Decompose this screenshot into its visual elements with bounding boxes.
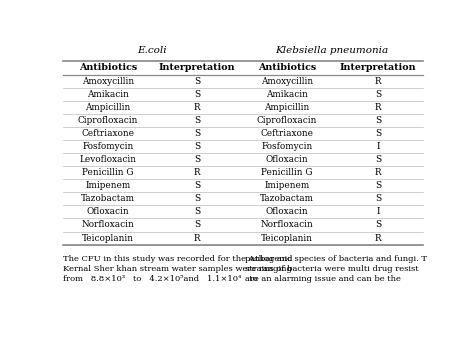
Text: Amikacin: Amikacin bbox=[87, 90, 129, 99]
Text: Imipenem: Imipenem bbox=[85, 181, 130, 190]
Text: Tazobactam: Tazobactam bbox=[81, 194, 135, 203]
Text: S: S bbox=[194, 77, 200, 86]
Text: Amoxycillin: Amoxycillin bbox=[261, 77, 313, 86]
Text: S: S bbox=[194, 155, 200, 164]
Text: I: I bbox=[376, 142, 380, 151]
Text: R: R bbox=[374, 103, 381, 112]
Text: from   8.8×10³   to   4.2×10⁵and   1.1×10⁴   to: from 8.8×10³ to 4.2×10⁵and 1.1×10⁴ to bbox=[63, 275, 257, 284]
Text: Fosfomycin: Fosfomycin bbox=[261, 142, 313, 151]
Text: Norfloxacin: Norfloxacin bbox=[261, 220, 313, 229]
Text: S: S bbox=[194, 116, 200, 125]
Text: S: S bbox=[194, 194, 200, 203]
Text: Ceftriaxone: Ceftriaxone bbox=[82, 129, 135, 138]
Text: Ceftriaxone: Ceftriaxone bbox=[261, 129, 313, 138]
Text: R: R bbox=[194, 168, 201, 177]
Text: Norfloxacin: Norfloxacin bbox=[82, 220, 134, 229]
Text: strains of bacteria were multi drug resist: strains of bacteria were multi drug resi… bbox=[245, 265, 419, 273]
Text: S: S bbox=[194, 90, 200, 99]
Text: S: S bbox=[375, 220, 381, 229]
Text: Amikacin: Amikacin bbox=[266, 90, 308, 99]
Text: pathogenic species of bacteria and fungi. T: pathogenic species of bacteria and fungi… bbox=[245, 255, 427, 263]
Text: S: S bbox=[194, 181, 200, 190]
Text: R: R bbox=[374, 234, 381, 243]
Text: S: S bbox=[194, 142, 200, 151]
Text: Teicoplanin: Teicoplanin bbox=[82, 234, 134, 243]
Text: R: R bbox=[194, 103, 201, 112]
Text: Ofloxacin: Ofloxacin bbox=[87, 207, 129, 216]
Text: S: S bbox=[375, 194, 381, 203]
Text: Ampicillin: Ampicillin bbox=[264, 103, 310, 112]
Text: R: R bbox=[374, 168, 381, 177]
Text: Ciprofloxacin: Ciprofloxacin bbox=[78, 116, 138, 125]
Text: S: S bbox=[375, 129, 381, 138]
Text: The CFU in this study was recorded for the Anbar and: The CFU in this study was recorded for t… bbox=[63, 255, 292, 263]
Text: Klebsiella pneumonia: Klebsiella pneumonia bbox=[275, 46, 389, 55]
Text: Penicillin G: Penicillin G bbox=[82, 168, 134, 177]
Text: Ofloxacin: Ofloxacin bbox=[266, 155, 308, 164]
Text: Interpretation: Interpretation bbox=[159, 63, 235, 72]
Text: Antibiotics: Antibiotics bbox=[79, 63, 137, 72]
Text: E.coli: E.coli bbox=[137, 46, 167, 55]
Text: Ciprofloxacin: Ciprofloxacin bbox=[257, 116, 317, 125]
Text: S: S bbox=[194, 129, 200, 138]
Text: S: S bbox=[375, 116, 381, 125]
Text: S: S bbox=[375, 90, 381, 99]
Text: Antibiotics: Antibiotics bbox=[258, 63, 316, 72]
Text: Levofloxacin: Levofloxacin bbox=[80, 155, 137, 164]
Text: I: I bbox=[376, 207, 380, 216]
Text: S: S bbox=[194, 207, 200, 216]
Text: S: S bbox=[375, 155, 381, 164]
Text: Ampicillin: Ampicillin bbox=[85, 103, 130, 112]
Text: Teicoplanin: Teicoplanin bbox=[261, 234, 313, 243]
Text: R: R bbox=[194, 234, 201, 243]
Text: Kernal Sher khan stream water samples were ranging: Kernal Sher khan stream water samples we… bbox=[63, 265, 292, 273]
Text: S: S bbox=[375, 181, 381, 190]
Text: Amoxycillin: Amoxycillin bbox=[82, 77, 134, 86]
Text: Interpretation: Interpretation bbox=[340, 63, 416, 72]
Text: R: R bbox=[374, 77, 381, 86]
Text: Fosfomycin: Fosfomycin bbox=[82, 142, 134, 151]
Text: Tazobactam: Tazobactam bbox=[260, 194, 314, 203]
Text: S: S bbox=[194, 220, 200, 229]
Text: Ofloxacin: Ofloxacin bbox=[266, 207, 308, 216]
Text: Penicillin G: Penicillin G bbox=[261, 168, 313, 177]
Text: are an alarming issue and can be the: are an alarming issue and can be the bbox=[245, 275, 401, 284]
Text: Imipenem: Imipenem bbox=[264, 181, 310, 190]
